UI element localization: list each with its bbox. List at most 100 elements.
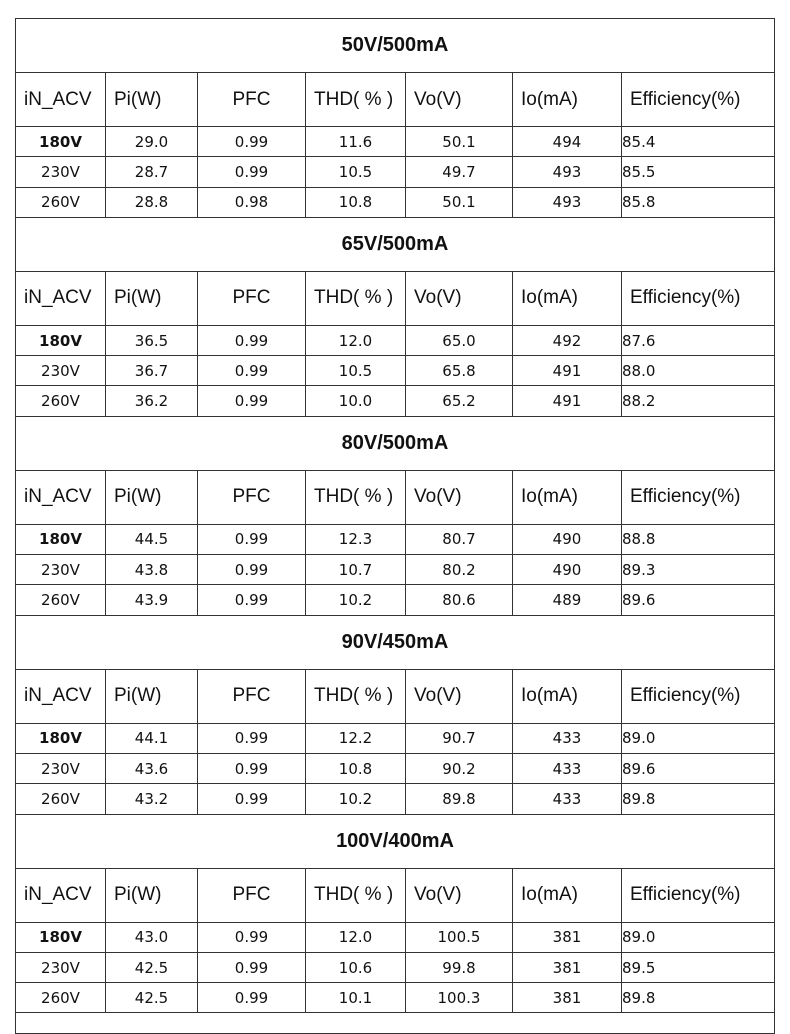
table-cell: 0.99 [197,921,306,953]
table-cell: 89.0 [620,722,776,754]
table-cell: 12.0 [305,921,406,953]
column-header: Pi(W) [105,72,198,127]
table-row: 230V 43.6 0.99 10.8 90.2 433 89.6 [15,752,776,785]
column-header: PFC [197,867,306,923]
header-row: iN_ACV Pi(W) PFC THD( % ) Vo(V) Io(mA) Efficie… [15,270,776,326]
table-row: 260V 43.9 0.99 10.2 80.6 489 89.6 [15,584,776,616]
table-cell: 10.1 [305,982,406,1014]
table-cell: 0.99 [197,156,306,188]
table-row: 180V 36.5 0.99 12.0 65.0 492 87.6 [15,324,776,357]
table-cell: 99.8 [405,951,513,984]
efficiency-test-table: 50V/500mA iN_ACV Pi(W) PFC THD( % ) Vo(V) Io(m… [14,18,776,1034]
table-cell: 90.2 [405,752,513,785]
column-header: Io(mA) [512,270,622,326]
table-cell: 491 [512,355,622,387]
column-header: PFC [197,469,306,525]
table-cell: 0.99 [197,554,306,586]
table-cell: 80.2 [405,554,513,586]
table-cell: 230V [15,554,106,586]
column-header: iN_ACV [15,469,106,525]
table-cell: 180V [15,324,106,357]
table-cell: 65.8 [405,355,513,387]
table-cell: 85.5 [620,156,776,188]
table-cell: 10.6 [305,951,406,984]
table-cell: 0.99 [197,752,306,785]
table-cell: 10.5 [305,355,406,387]
table-cell: 29.0 [105,125,198,158]
table-cell: 492 [512,324,622,357]
table-row: 230V 42.5 0.99 10.6 99.8 381 89.5 [15,951,776,984]
header-row: iN_ACV Pi(W) PFC THD( % ) Vo(V) Io(mA) Efficie… [15,72,776,127]
section-title-row: 80V/500mA [14,415,776,471]
table-cell: 381 [512,982,622,1014]
table-cell: 89.8 [620,783,776,815]
table-cell: 494 [512,125,622,158]
table-cell: 489 [512,584,622,616]
column-header: Efficiency(%) [620,72,776,127]
table-cell: 0.99 [197,355,306,387]
table-cell: 36.7 [105,355,198,387]
table-cell: 87.6 [620,324,776,357]
column-header: Io(mA) [512,72,622,127]
table-cell: 88.8 [620,523,776,556]
table-cell: 100.5 [405,921,513,953]
table-cell: 490 [512,554,622,586]
column-header: Pi(W) [105,469,198,525]
table-cell: 433 [512,722,622,754]
table-cell: 0.99 [197,385,306,417]
section-title: 50V/500mA [14,18,776,73]
column-header: Vo(V) [405,72,513,127]
column-header: Vo(V) [405,270,513,326]
column-header: PFC [197,270,306,326]
column-header: THD( % ) [305,668,406,724]
table-row: 180V 44.5 0.99 12.3 80.7 490 88.8 [15,523,776,556]
next-section-cell [14,1012,776,1034]
table-cell: 381 [512,921,622,953]
table-cell: 10.2 [305,783,406,815]
table-cell: 11.6 [305,125,406,158]
table-row: 230V 43.8 0.99 10.7 80.2 490 89.3 [15,554,776,586]
table-cell: 44.5 [105,523,198,556]
table-row: 180V 29.0 0.99 11.6 50.1 494 85.4 [15,125,776,158]
table-cell: 10.7 [305,554,406,586]
table-cell: 65.0 [405,324,513,357]
table-cell: 12.0 [305,324,406,357]
table-cell: 493 [512,156,622,188]
column-header: Io(mA) [512,867,622,923]
table-cell: 43.2 [105,783,198,815]
table-cell: 0.99 [197,982,306,1014]
table-cell: 490 [512,523,622,556]
column-header: PFC [197,668,306,724]
column-header: Efficiency(%) [620,867,776,923]
table-cell: 100.3 [405,982,513,1014]
table-row: 180V 43.0 0.99 12.0 100.5 381 89.0 [15,921,776,953]
column-header: iN_ACV [15,72,106,127]
table-cell: 260V [15,783,106,815]
table-cell: 43.0 [105,921,198,953]
table-cell: 260V [15,584,106,616]
section-title: 65V/500mA [14,216,776,272]
table-cell: 260V [15,385,106,417]
table-cell: 89.5 [620,951,776,984]
column-header: Efficiency(%) [620,270,776,326]
column-header: Pi(W) [105,270,198,326]
column-header: iN_ACV [15,668,106,724]
table-cell: 0.99 [197,951,306,984]
table-cell: 36.2 [105,385,198,417]
next-section-row [14,1012,776,1034]
table-row: 260V 43.2 0.99 10.2 89.8 433 89.8 [15,783,776,815]
table-row: 230V 36.7 0.99 10.5 65.8 491 88.0 [15,355,776,387]
column-header: Pi(W) [105,668,198,724]
table-cell: 28.8 [105,186,198,218]
column-header: iN_ACV [15,867,106,923]
table-cell: 44.1 [105,722,198,754]
table-cell: 230V [15,752,106,785]
column-header: Vo(V) [405,469,513,525]
table-cell: 433 [512,783,622,815]
table-cell: 0.98 [197,186,306,218]
column-header: THD( % ) [305,469,406,525]
column-header: iN_ACV [15,270,106,326]
section-title: 90V/450mA [14,614,776,670]
table-row: 260V 42.5 0.99 10.1 100.3 381 89.8 [15,982,776,1014]
table-cell: 180V [15,722,106,754]
